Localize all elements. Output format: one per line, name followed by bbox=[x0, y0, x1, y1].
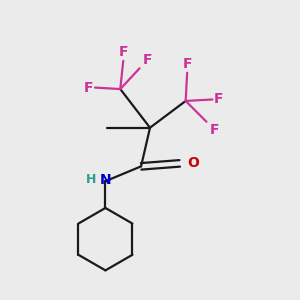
Text: F: F bbox=[142, 53, 152, 67]
Text: F: F bbox=[118, 45, 128, 59]
Text: F: F bbox=[214, 92, 224, 106]
Text: F: F bbox=[209, 123, 219, 137]
Text: H: H bbox=[86, 173, 97, 186]
Text: N: N bbox=[100, 173, 111, 187]
Text: F: F bbox=[182, 57, 192, 71]
Text: F: F bbox=[84, 81, 94, 94]
Text: O: O bbox=[187, 156, 199, 170]
